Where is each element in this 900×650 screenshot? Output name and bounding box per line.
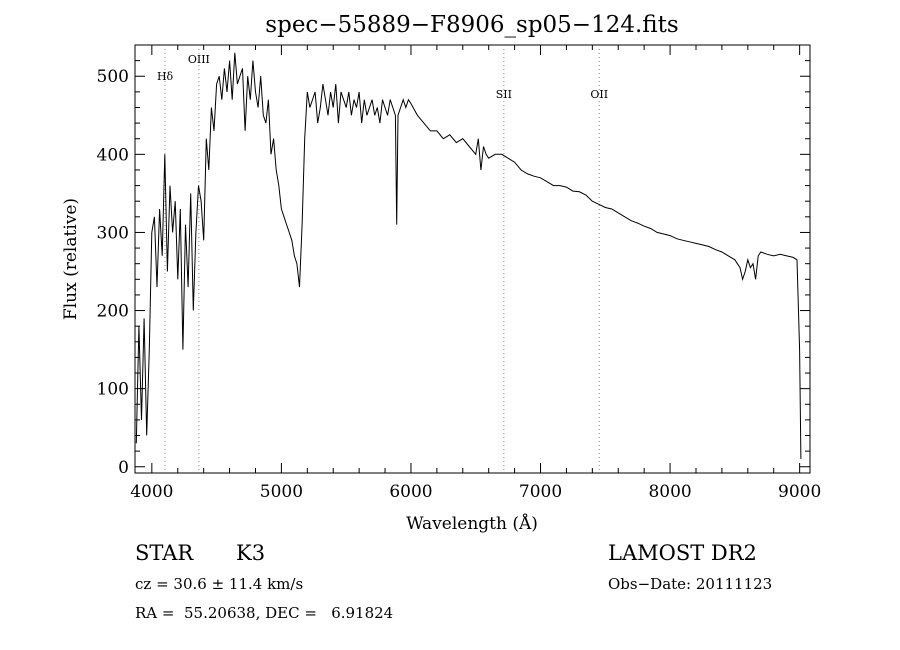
y-tick-label: 500 — [97, 67, 129, 87]
y-tick-label: 200 — [97, 302, 129, 322]
y-axis-label: Flux (relative) — [61, 198, 81, 320]
x-tick-label: 4000 — [130, 482, 173, 502]
y-tick-label: 0 — [118, 458, 129, 478]
y-tick-label: 400 — [97, 145, 129, 165]
emission-line-label: Hδ — [157, 70, 174, 83]
coordinates: RA = 55.20638, DEC = 6.91824 — [135, 604, 394, 622]
x-tick-label: 7000 — [519, 482, 562, 502]
emission-line-label: OIII — [188, 53, 210, 66]
emission-line-markers: Hδ OIII SII OII — [157, 45, 608, 473]
observation-date: Obs−Date: 20111123 — [608, 575, 773, 593]
y-tick-label: 300 — [97, 223, 129, 243]
x-tick-label: 5000 — [260, 482, 303, 502]
y-tick-label: 100 — [97, 380, 129, 400]
class-label: STAR — [135, 541, 194, 565]
chart-title: spec−55889−F8906_sp05−124.fits — [265, 12, 678, 38]
emission-line-label: OII — [590, 88, 608, 101]
plot-frame — [134, 44, 811, 474]
survey-label: LAMOST DR2 — [608, 541, 757, 565]
spectrum-line — [135, 52, 802, 459]
emission-line-label: SII — [496, 88, 512, 101]
x-tick-label: 6000 — [389, 482, 432, 502]
axis-ticks — [135, 45, 810, 473]
x-tick-label: 9000 — [778, 482, 821, 502]
x-tick-label: 8000 — [648, 482, 691, 502]
x-axis-label: Wavelength (Å) — [406, 513, 538, 534]
subclass-label: K3 — [236, 541, 266, 565]
redshift-velocity: cz = 30.6 ± 11.4 km/s — [135, 575, 304, 593]
axis-tick-labels: 4000 5000 6000 7000 8000 9000 0 100 200 300 400 500 — [97, 67, 822, 502]
